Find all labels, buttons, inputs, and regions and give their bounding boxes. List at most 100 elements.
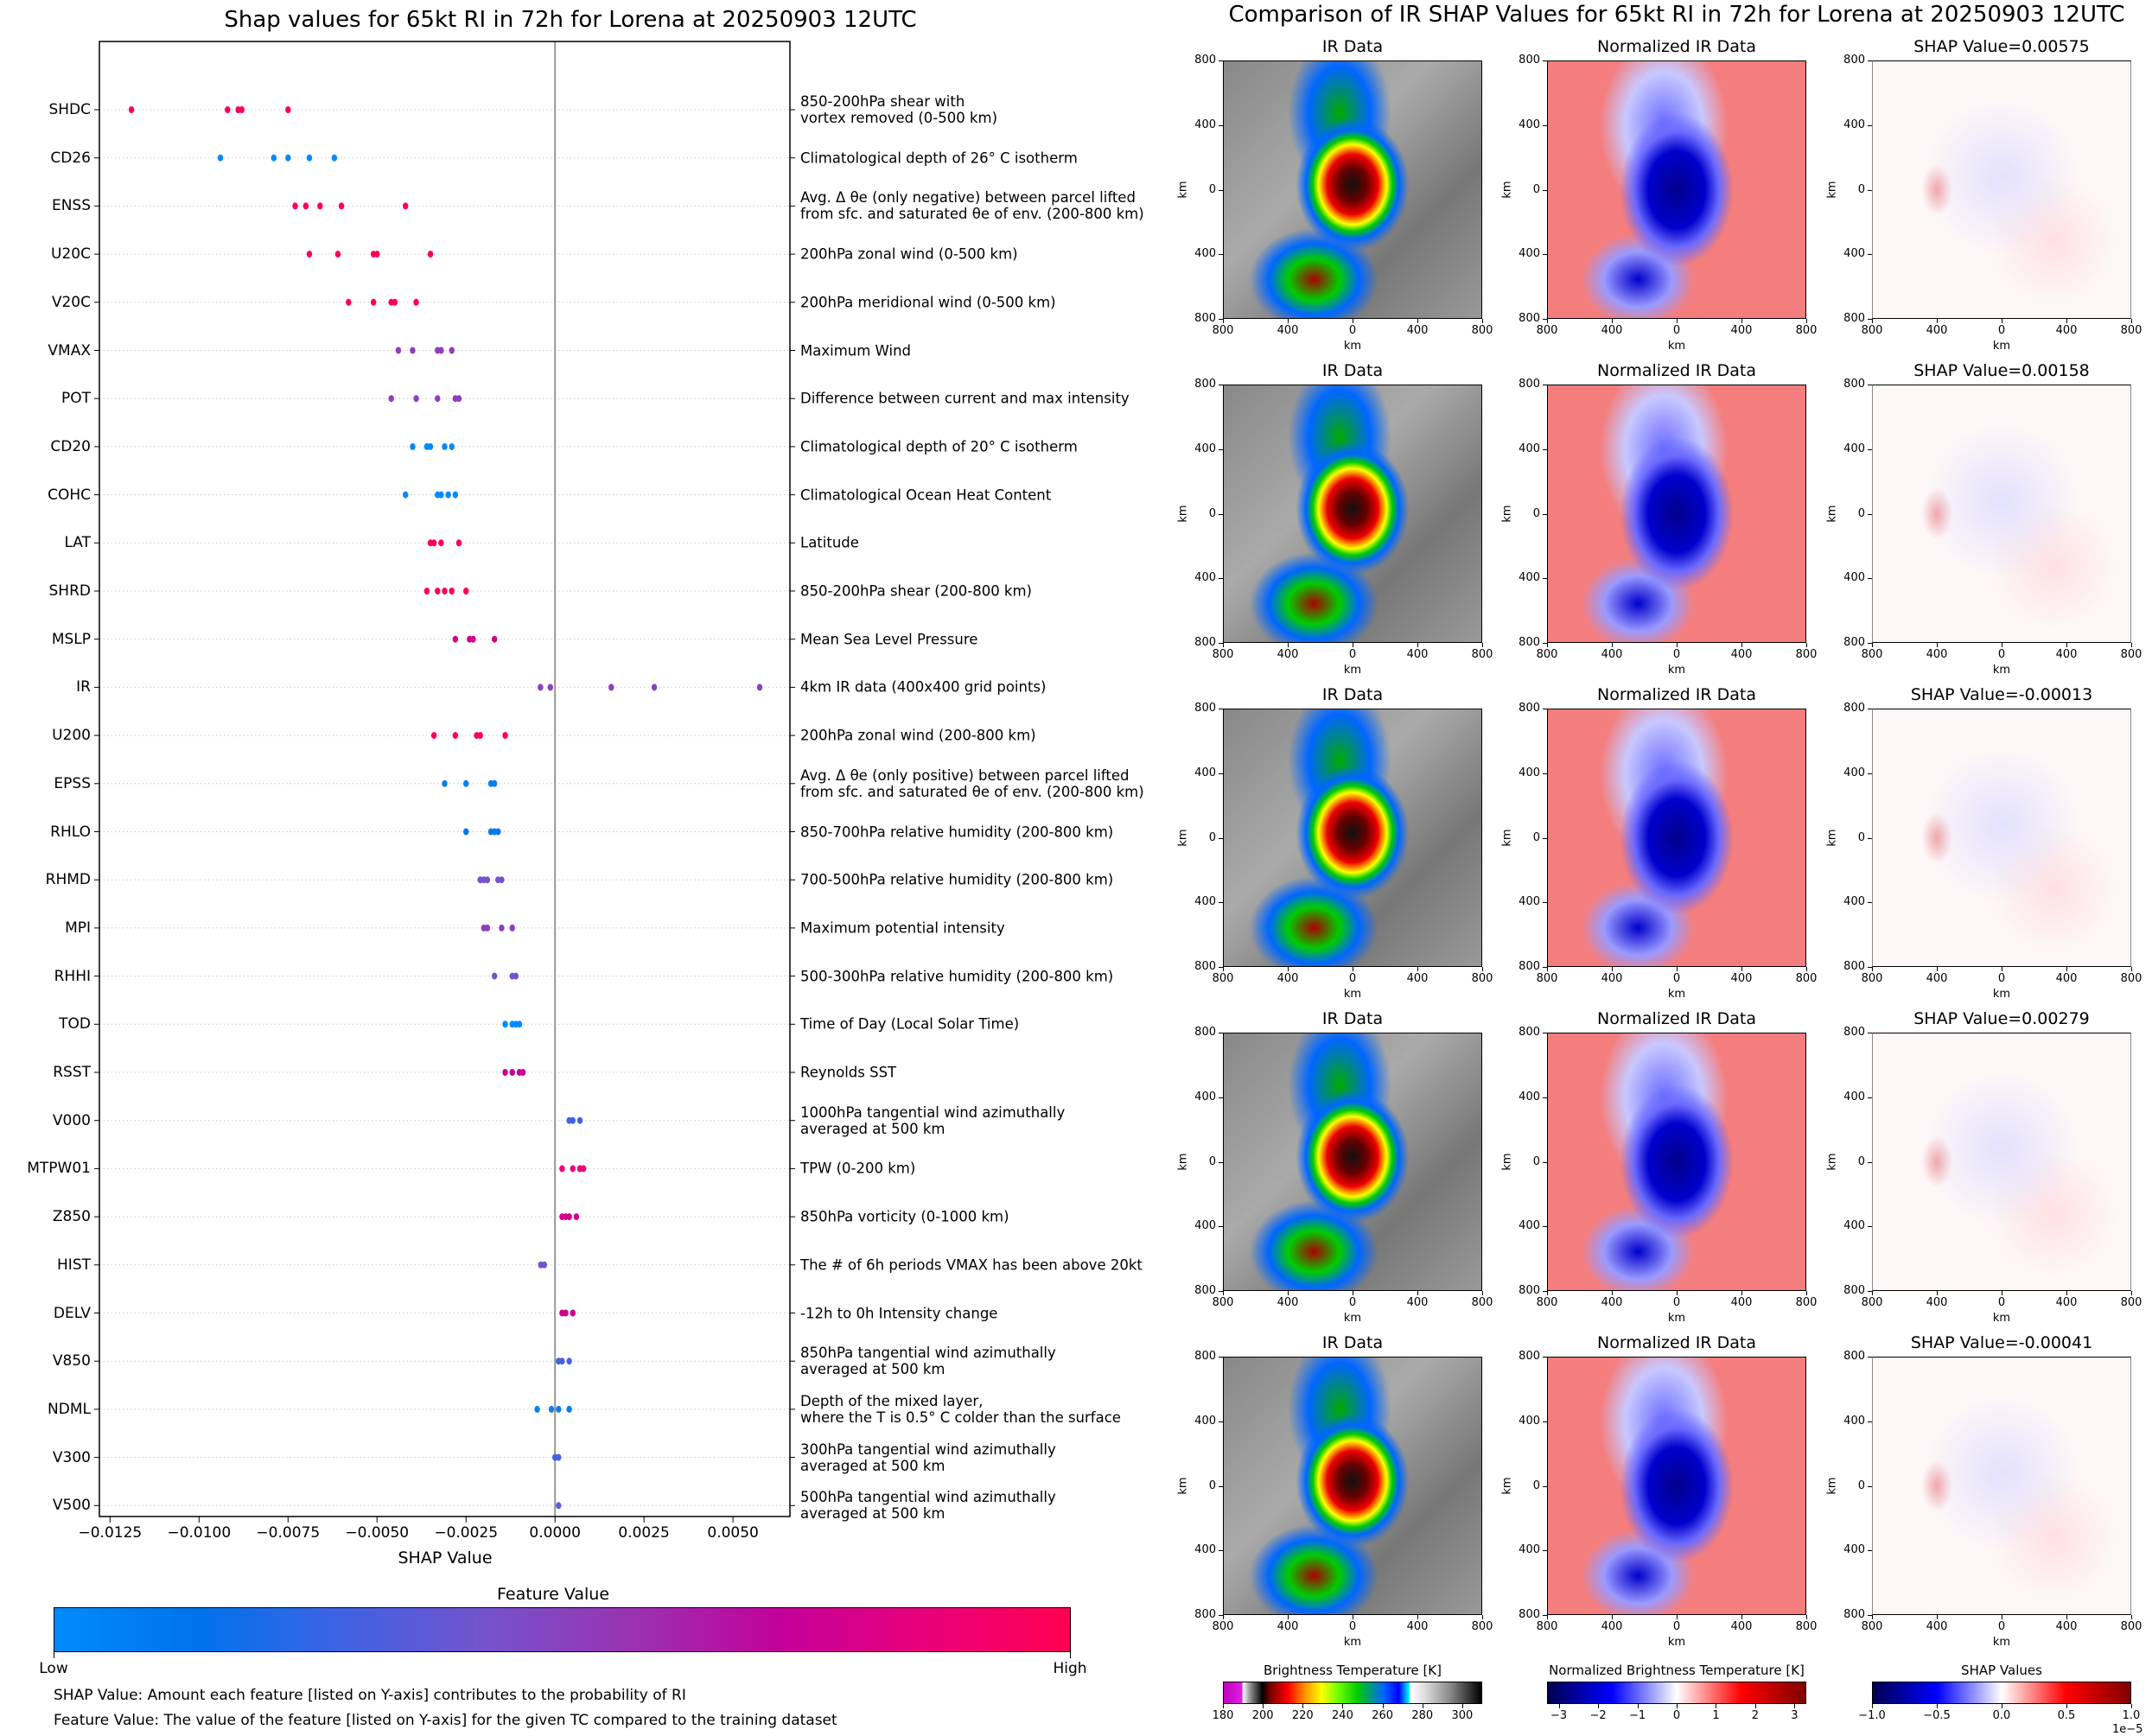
shap-point-v20c: [370, 298, 377, 306]
panel-x-tick-label: 800: [1795, 1620, 1818, 1633]
panel-x-tick-label: 0: [1672, 324, 1681, 337]
feature-label-cd20: CD20: [50, 437, 91, 455]
shap-point-epss: [442, 779, 448, 787]
panel-x-tick: [1417, 1615, 1418, 1619]
panel-y-tick-label: 400: [1194, 118, 1216, 131]
panel-y-tick-label: 0: [1208, 182, 1216, 196]
panel-y-tick-label: 400: [1843, 571, 1865, 585]
panel-y-tick: [1868, 837, 1872, 839]
colorbar-tick-label: 0: [1672, 1709, 1681, 1722]
feature-label-z850: Z850: [52, 1208, 91, 1226]
panel-y-tick-label: 800: [1194, 54, 1216, 67]
panel-y-tick: [1543, 773, 1547, 774]
panel-x-tick-label: 800: [1536, 1296, 1558, 1309]
shap-point-pot: [413, 395, 419, 403]
feature-description-cd20: Climatological depth of 20° C isotherm: [800, 438, 1078, 455]
panel-x-tick: [1806, 1615, 1807, 1619]
panel-y-tick: [1219, 643, 1223, 644]
panel-x-tick-label: 0: [1997, 972, 2006, 985]
shap-point-mslp: [470, 635, 476, 643]
panel-y-tick-label: 800: [1518, 1608, 1540, 1621]
x-tick-label: −0.0100: [167, 1524, 232, 1542]
panel-x-tick-label: 800: [2120, 324, 2142, 337]
panel-x-tick: [1872, 967, 1873, 971]
panel-y-axis-label: km: [1500, 504, 1514, 523]
shap-point-v000: [576, 1116, 583, 1124]
shap-point-v850: [566, 1358, 572, 1365]
panel-x-tick: [1288, 1291, 1289, 1295]
colorbar-tick-label: 260: [1372, 1709, 1394, 1722]
panel-x-tick: [2066, 967, 2067, 971]
brightness-temperature-colorbar: [1223, 1682, 1482, 1704]
panel-y-tick: [1868, 902, 1872, 904]
panel-y-tick: [1868, 1357, 1872, 1358]
panel-x-tick: [2066, 319, 2067, 323]
panel-y-tick: [1868, 513, 1872, 515]
colorbar-tick-label: −2: [1589, 1709, 1607, 1722]
panel-x-tick: [1677, 319, 1678, 323]
panel-x-axis-label: km: [1667, 340, 1686, 353]
panel-y-tick: [1543, 837, 1547, 839]
panel-y-tick-label: 0: [1857, 506, 1865, 520]
shap-point-ir: [538, 684, 544, 691]
feature-description-mtpw01: TPW (0-200 km): [800, 1160, 916, 1177]
feature-label-shdc: SHDC: [48, 101, 91, 118]
feature-description-lat: Latitude: [800, 534, 859, 551]
ir-data-panel: [1223, 60, 1482, 319]
panel-x-tick: [1223, 1615, 1224, 1619]
colorbar-offset-label: 1e−5: [2112, 1723, 2143, 1736]
feature-description-epss: Avg. Δ θe (only positive) between parcel…: [800, 766, 1144, 800]
panel-y-axis-label: km: [1176, 1152, 1190, 1171]
shap-point-mpi: [509, 924, 515, 932]
feature-description-tod: Time of Day (Local Solar Time): [800, 1015, 1020, 1033]
panel-x-tick: [1612, 319, 1613, 323]
panel-y-axis-label: km: [1176, 1476, 1190, 1495]
colorbar-tick: [1794, 1704, 1796, 1708]
feature-label-u20c: U20C: [51, 245, 91, 264]
feature-label-rhhi: RHHI: [54, 967, 91, 985]
normalized-ir-data-panel: [1547, 385, 1806, 643]
colorbar-tick: [1302, 1704, 1304, 1708]
panel-y-axis-label: km: [1825, 1476, 1839, 1495]
panel-y-axis-label: km: [1500, 180, 1514, 199]
shap-point-pot: [455, 395, 462, 403]
panel-x-tick: [1223, 967, 1224, 971]
panel-x-tick-label: 400: [2055, 972, 2078, 985]
feature-label-v500: V500: [52, 1497, 91, 1515]
panel-x-tick-label: 800: [1795, 1296, 1818, 1309]
colorbar-tick: [1263, 1704, 1264, 1708]
panel-y-tick-label: 0: [1857, 1478, 1865, 1492]
shap-point-hist: [541, 1261, 548, 1269]
panel-y-tick-label: 800: [1843, 1350, 1865, 1363]
shap-point-rhhi: [513, 972, 519, 980]
panel-x-tick: [2131, 1615, 2132, 1619]
feature-label-cd26: CD26: [50, 149, 91, 167]
feature-label-v20c: V20C: [51, 293, 91, 311]
shap-map-panel: [1872, 1033, 2131, 1291]
panel-x-tick: [1937, 1291, 1938, 1295]
shap-point-cd26: [271, 154, 277, 162]
panel-x-tick-label: 400: [1406, 648, 1429, 661]
panel-y-tick: [1868, 1226, 1872, 1228]
feature-description-shdc: 850-200hPa shear with vortex removed (0-…: [800, 93, 998, 126]
panel-y-tick: [1219, 254, 1223, 256]
shap-point-ndml: [548, 1405, 555, 1413]
panel-x-tick-label: 400: [1730, 972, 1753, 985]
panel-x-tick-label: 0: [1672, 972, 1681, 985]
shap-point-mtpw01: [580, 1165, 587, 1173]
shap-point-cd20: [449, 442, 455, 450]
panel-y-tick-label: 400: [1843, 247, 1865, 261]
panel-y-tick-label: 400: [1518, 895, 1540, 909]
normalized-ir-data-title: Normalized IR Data: [1597, 1333, 1756, 1352]
panel-y-tick-label: 0: [1857, 182, 1865, 196]
panel-x-tick-label: 0: [1997, 648, 2006, 661]
panel-y-tick-label: 400: [1194, 1414, 1216, 1428]
panel-y-tick-label: 0: [1208, 830, 1216, 844]
panel-x-tick: [2066, 643, 2067, 647]
panel-x-tick: [1741, 967, 1742, 971]
panel-y-axis-label: km: [1176, 828, 1190, 847]
shap-point-v20c: [346, 298, 352, 306]
panel-x-tick: [1806, 967, 1807, 971]
feature-label-v850: V850: [52, 1352, 91, 1370]
panel-x-tick-label: 800: [1212, 324, 1234, 337]
